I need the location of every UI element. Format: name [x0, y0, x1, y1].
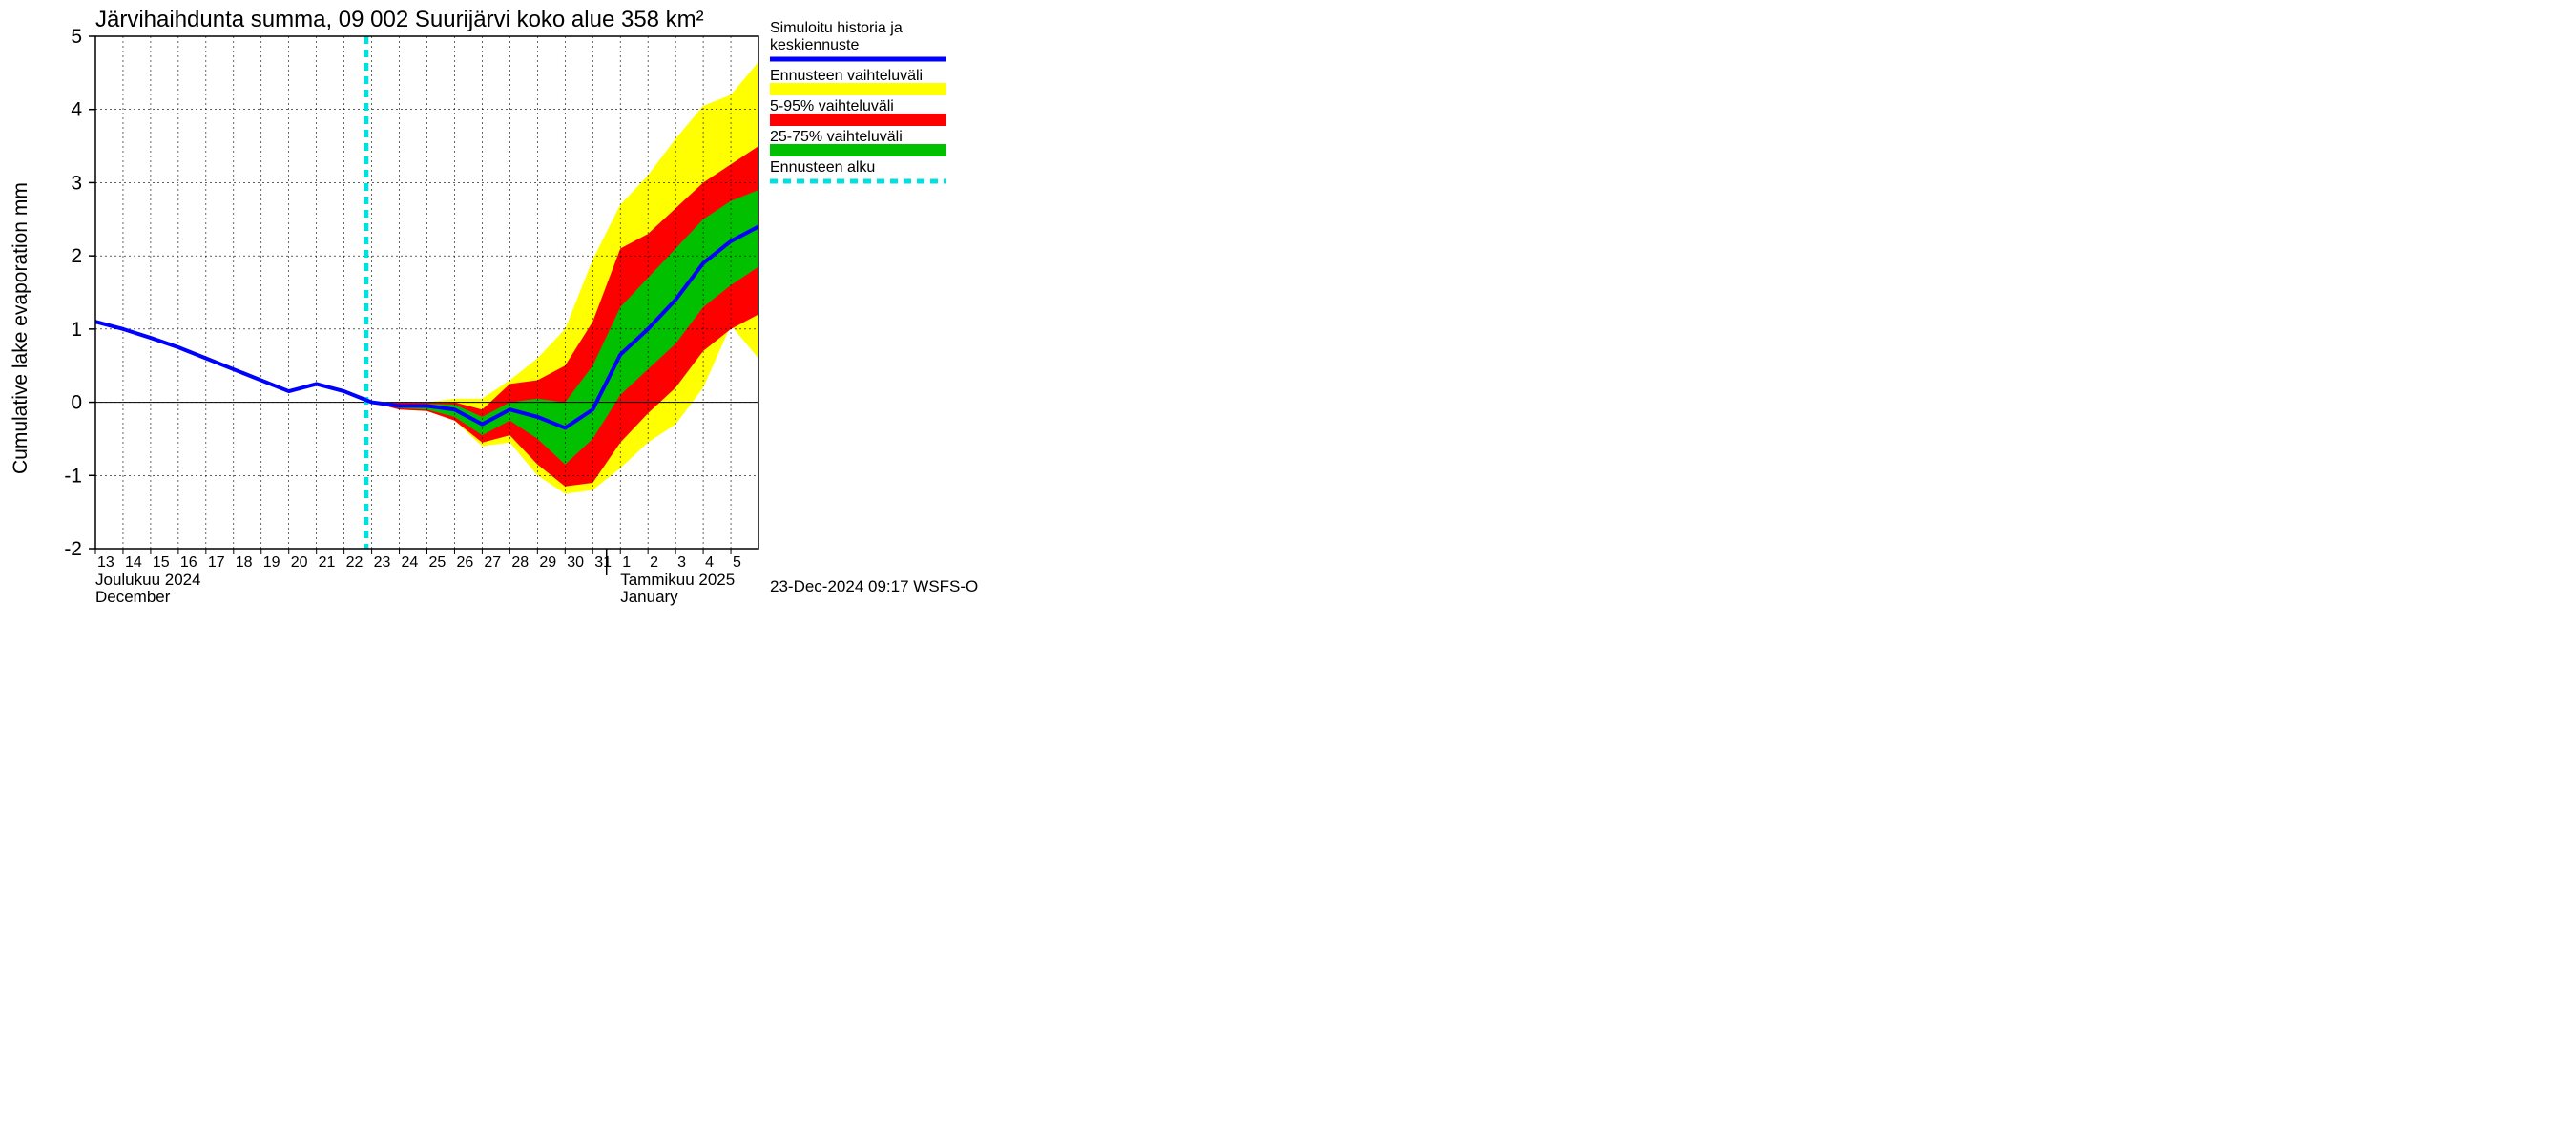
x-tick-label: 29: [539, 554, 556, 571]
x-tick-label: 31: [594, 554, 612, 571]
x-tick-label: 27: [484, 554, 501, 571]
y-tick-label: -1: [64, 465, 82, 487]
y-tick-label: 0: [71, 392, 82, 414]
legend-swatch-band: [770, 83, 946, 95]
legend-label: Simuloitu historia ja: [770, 20, 903, 36]
x-tick-label: 28: [511, 554, 529, 571]
x-tick-label: 16: [180, 554, 197, 571]
x-tick-label: 26: [456, 554, 473, 571]
y-tick-label: 4: [71, 99, 82, 121]
x-tick-label: 24: [402, 554, 419, 571]
x-tick-label: 21: [319, 554, 336, 571]
x-tick-label: 20: [291, 554, 308, 571]
x-tick-label: 19: [263, 554, 280, 571]
x-tick-label: 18: [236, 554, 253, 571]
month-label-fi: Tammikuu 2025: [620, 571, 735, 589]
x-tick-label: 30: [567, 554, 584, 571]
chart-title: Järvihaihdunta summa, 09 002 Suurijärvi …: [95, 7, 704, 32]
x-tick-label: 15: [153, 554, 170, 571]
y-tick-label: 1: [71, 319, 82, 341]
legend-label: Ennusteen alku: [770, 159, 875, 176]
footer-timestamp: 23-Dec-2024 09:17 WSFS-O: [770, 577, 978, 595]
x-tick-label: 23: [374, 554, 391, 571]
legend-swatch-band: [770, 114, 946, 126]
x-tick-label: 4: [705, 554, 714, 571]
x-tick-label: 25: [429, 554, 447, 571]
chart-svg: -2-1012345131415161718192021222324252627…: [0, 0, 1431, 635]
chart-container: -2-1012345131415161718192021222324252627…: [0, 0, 1431, 635]
month-label-en: December: [95, 588, 171, 606]
month-label-fi: Joulukuu 2024: [95, 571, 201, 589]
legend-label: keskiennuste: [770, 37, 859, 53]
y-tick-label: -2: [64, 538, 82, 560]
x-tick-label: 2: [650, 554, 658, 571]
legend-label: Ennusteen vaihteluväli: [770, 68, 923, 84]
legend-label: 25-75% vaihteluväli: [770, 129, 903, 145]
month-label-en: January: [620, 588, 678, 606]
x-tick-label: 17: [208, 554, 225, 571]
x-tick-label: 22: [346, 554, 364, 571]
x-tick-label: 13: [97, 554, 114, 571]
legend-swatch-band: [770, 144, 946, 156]
x-tick-label: 5: [733, 554, 741, 571]
x-tick-label: 3: [677, 554, 686, 571]
y-axis-label: Cumulative lake evaporation mm: [10, 182, 31, 474]
legend-label: 5-95% vaihteluväli: [770, 98, 894, 114]
x-tick-label: 14: [125, 554, 142, 571]
y-tick-label: 2: [71, 245, 82, 267]
y-tick-label: 3: [71, 172, 82, 194]
x-tick-label: 1: [622, 554, 631, 571]
legend: Simuloitu historia jakeskiennuste Ennuste…: [770, 20, 946, 181]
y-tick-label: 5: [71, 26, 82, 48]
